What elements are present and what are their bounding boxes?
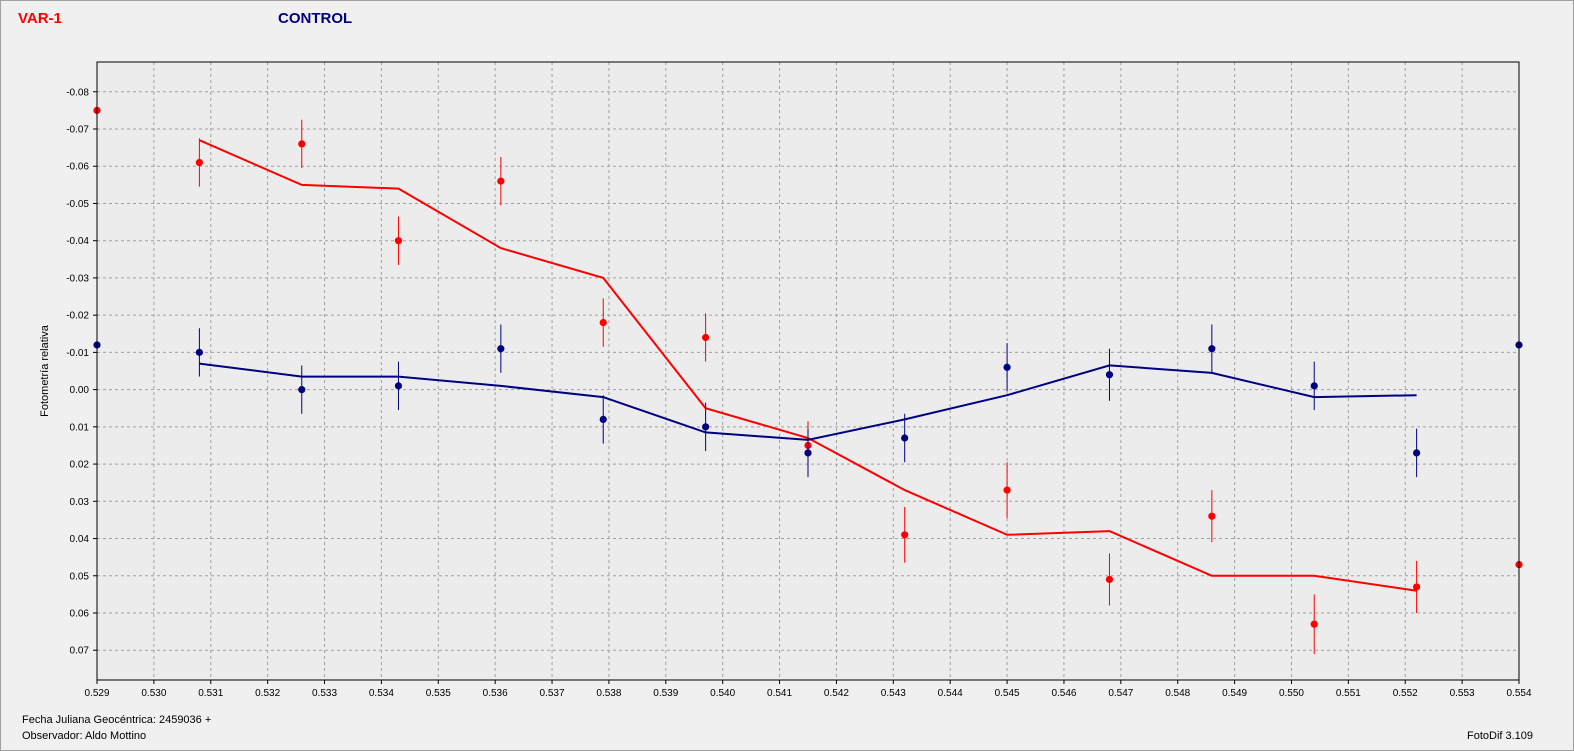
x-tick-label: 0.534 (369, 688, 394, 699)
y-tick-label: 0.02 (70, 460, 90, 471)
y-tick-label: 0.07 (70, 646, 90, 657)
var-data-point (702, 333, 710, 342)
grid-lines (97, 62, 1519, 680)
var-data-point (1003, 486, 1011, 494)
x-tick-label: 0.545 (995, 688, 1020, 699)
control-data-point (394, 382, 403, 390)
x-tick-label: 0.540 (710, 688, 735, 699)
x-tick-label: 0.546 (1051, 688, 1076, 699)
x-tick-label: 0.547 (1108, 688, 1133, 699)
x-tick-label: 0.544 (938, 688, 963, 699)
var-data-point (1310, 620, 1318, 628)
x-tick-label: 0.537 (540, 688, 565, 699)
var-data-point (195, 158, 203, 167)
x-tick-label: 0.529 (84, 688, 109, 699)
x-tick-label: 0.548 (1165, 688, 1190, 699)
x-tick-label: 0.530 (141, 688, 166, 699)
y-tick-label: 0.00 (70, 385, 90, 396)
y-tick-label: -0.01 (66, 348, 89, 359)
x-tick-label: 0.531 (198, 688, 223, 699)
x-tick-label: 0.552 (1393, 688, 1418, 699)
control-data-point (497, 345, 505, 353)
software-version: FotoDif 3.109 (1467, 730, 1534, 742)
control-data-point (702, 423, 710, 431)
var-data-point (394, 237, 403, 245)
x-tick-label: 0.535 (426, 688, 451, 699)
x-tick-label: 0.533 (312, 688, 337, 699)
x-tick-label: 0.542 (824, 688, 849, 699)
y-axis-label: Fotometría relativa (39, 324, 51, 417)
y-tick-label: -0.05 (66, 199, 89, 210)
x-tick-label: 0.551 (1336, 688, 1361, 699)
x-tick-label: 0.550 (1279, 688, 1304, 699)
control-data-point (1105, 371, 1114, 379)
y-axis-ticks: -0.08 -0.07 -0.06 -0.05 -0.04 -0.03 -0.02 -0.01… (66, 87, 97, 657)
control-data-point (901, 434, 909, 442)
var-data-point (298, 140, 306, 148)
x-tick-label: 0.553 (1450, 688, 1475, 699)
y-tick-label: -0.02 (66, 311, 89, 322)
y-tick-label: -0.08 (66, 87, 89, 98)
legend-control-label: CONTROL (278, 10, 353, 27)
observer-label: Observador: Aldo Mottino (22, 730, 147, 742)
control-data-point (1413, 449, 1421, 457)
x-tick-label: 0.532 (255, 688, 280, 699)
x-tick-label: 0.554 (1506, 688, 1531, 699)
y-tick-label: -0.06 (66, 162, 89, 173)
y-tick-label: 0.01 (70, 422, 90, 433)
y-tick-label: -0.04 (66, 236, 89, 247)
control-data-point (1003, 363, 1011, 371)
var-data-point (901, 531, 909, 539)
var-data-point (1208, 512, 1216, 520)
control-data-point (298, 386, 306, 394)
x-tick-label: 0.543 (881, 688, 906, 699)
control-data-point (599, 415, 607, 423)
x-tick-label: 0.549 (1222, 688, 1247, 699)
y-tick-label: 0.05 (70, 571, 90, 582)
var-data-point (1413, 583, 1421, 591)
x-tick-label: 0.538 (596, 688, 621, 699)
x-tick-label: 0.539 (653, 688, 678, 699)
control-data-point (1310, 382, 1318, 390)
y-tick-label: -0.03 (66, 273, 89, 284)
y-tick-label: 0.06 (70, 608, 90, 619)
julian-date-label: Fecha Juliana Geocéntrica: 2459036 + (22, 714, 212, 726)
control-data-point (195, 348, 203, 356)
control-data-point (804, 449, 812, 457)
x-tick-label: 0.541 (767, 688, 792, 699)
legend-var-label: VAR-1 (18, 10, 62, 27)
y-tick-label: 0.03 (70, 497, 90, 508)
control-data-point (1208, 345, 1216, 353)
plot-border (96, 61, 1520, 681)
var-data-point (599, 319, 607, 327)
var-data-point (497, 177, 505, 185)
var-data-point (1105, 575, 1114, 584)
x-axis-ticks: 0.529 0.530 0.531 0.532 0.533 0.534 0.535 0.536… (84, 680, 1532, 699)
plot-area (97, 62, 1519, 680)
x-tick-label: 0.536 (483, 688, 508, 699)
y-tick-label: 0.04 (70, 534, 90, 545)
y-tick-label: -0.07 (66, 125, 89, 136)
